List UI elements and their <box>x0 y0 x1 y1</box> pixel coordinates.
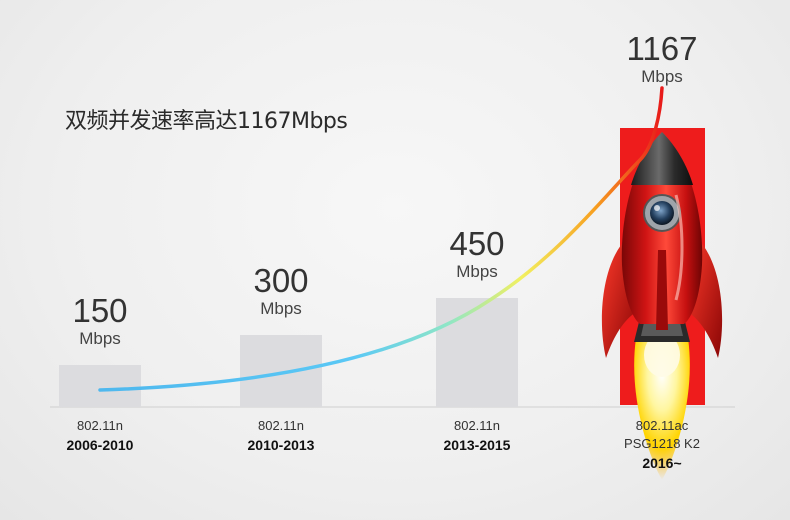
rocket-nose <box>631 132 693 185</box>
bar-2006-2010 <box>59 365 141 407</box>
category-standard: 802.11n <box>77 418 123 433</box>
category-product: PSG1218 K2 <box>624 436 700 451</box>
bar-2013-2015 <box>436 298 518 407</box>
bar-2010-2013 <box>240 335 322 407</box>
rocket-illustration <box>601 128 723 480</box>
category-years: 2016~ <box>642 455 681 471</box>
unit-label: Mbps <box>260 299 302 318</box>
unit-label: Mbps <box>641 67 683 86</box>
value-label: 150 <box>72 292 127 329</box>
unit-label: Mbps <box>456 262 498 281</box>
category-standard: 802.11ac <box>636 418 689 433</box>
category-years: 2006-2010 <box>67 437 134 453</box>
growth-curve <box>98 86 664 392</box>
value-label: 1167 <box>627 30 698 67</box>
category-years: 2013-2015 <box>444 437 511 453</box>
headline: 双频并发速率高达1167Mbps <box>65 109 348 134</box>
value-label: 450 <box>449 225 504 262</box>
rocket-flame <box>634 338 690 480</box>
category-standard: 802.11n <box>454 418 500 433</box>
unit-label: Mbps <box>79 329 121 348</box>
category-years: 2010-2013 <box>248 437 315 453</box>
value-label: 300 <box>253 262 308 299</box>
category-standard: 802.11n <box>258 418 304 433</box>
